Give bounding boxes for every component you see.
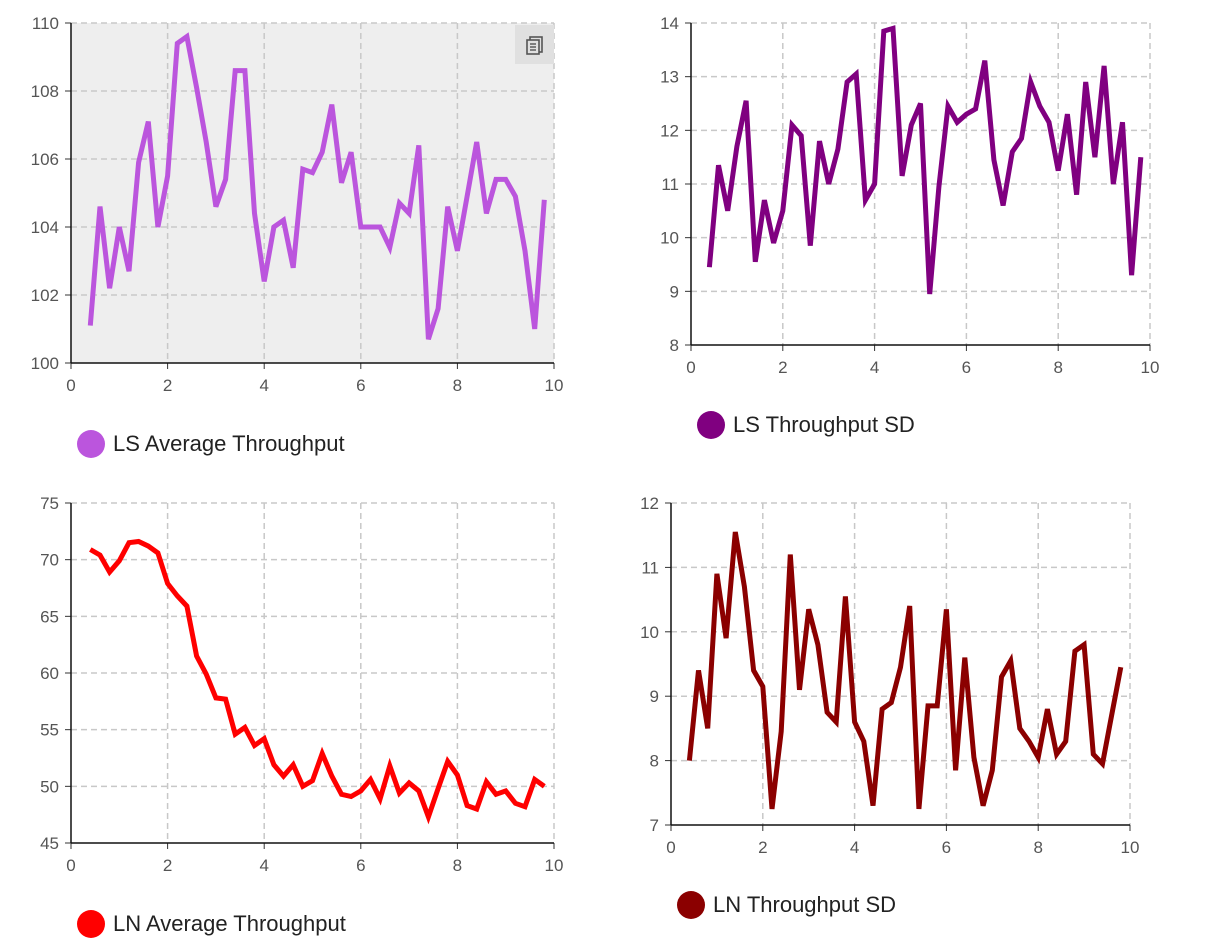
chart-1: 0 2 4 6 8 10 8 9 10 11 12 13 14 bbox=[660, 14, 1159, 377]
x-tick-label: 2 bbox=[163, 376, 172, 395]
legend-ln-sd[interactable]: LN Throughput SD bbox=[677, 891, 896, 919]
y-tick-label: 9 bbox=[670, 282, 679, 301]
y-tick-label: 110 bbox=[32, 14, 59, 33]
legend-label: LS Throughput SD bbox=[733, 412, 915, 437]
series-line bbox=[87, 32, 547, 340]
x-tick-label: 2 bbox=[778, 358, 787, 377]
x-tick-label: 6 bbox=[356, 856, 365, 875]
y-tick-label: 75 bbox=[40, 494, 59, 513]
x-tick-label: 10 bbox=[545, 856, 564, 875]
x-tick-label: 8 bbox=[453, 376, 462, 395]
series-line bbox=[706, 25, 1144, 295]
y-tick-label: 8 bbox=[650, 752, 659, 771]
legend-marker bbox=[77, 910, 105, 938]
legend-label: LN Throughput SD bbox=[713, 892, 897, 917]
y-tick-label: 12 bbox=[640, 494, 659, 513]
y-tick-label: 12 bbox=[660, 121, 679, 140]
legend-ln-average[interactable]: LN Average Throughput bbox=[77, 910, 346, 938]
legend-ls-sd[interactable]: LS Throughput SD bbox=[697, 411, 915, 439]
y-tick-label: 106 bbox=[31, 150, 59, 169]
x-tick-label: 4 bbox=[870, 358, 879, 377]
y-tick-label: 65 bbox=[40, 607, 59, 626]
y-tick-label: 8 bbox=[670, 336, 679, 355]
y-tick-label: 14 bbox=[660, 14, 679, 33]
y-tick-label: 104 bbox=[31, 218, 59, 237]
y-tick-label: 10 bbox=[660, 229, 679, 248]
x-tick-label: 0 bbox=[66, 376, 75, 395]
x-tick-label: 6 bbox=[356, 376, 365, 395]
x-tick-label: 0 bbox=[686, 358, 695, 377]
y-tick-label: 108 bbox=[31, 82, 59, 101]
y-tick-label: 9 bbox=[650, 687, 659, 706]
y-tick-label: 70 bbox=[40, 551, 59, 570]
x-tick-label: 2 bbox=[758, 838, 767, 857]
x-tick-label: 10 bbox=[1141, 358, 1160, 377]
chart-3: 0 2 4 6 8 10 7 8 9 10 11 12 bbox=[640, 494, 1139, 857]
legend-label: LN Average Throughput bbox=[113, 911, 346, 936]
legend-marker bbox=[77, 430, 105, 458]
x-tick-label: 10 bbox=[1121, 838, 1140, 857]
plot-background bbox=[71, 23, 554, 363]
legend-label: LS Average Throughput bbox=[113, 431, 345, 456]
x-tick-label: 10 bbox=[545, 376, 564, 395]
x-tick-label: 2 bbox=[163, 856, 172, 875]
y-tick-label: 50 bbox=[40, 777, 59, 796]
x-tick-label: 6 bbox=[962, 358, 971, 377]
y-tick-label: 11 bbox=[661, 175, 679, 194]
y-tick-label: 11 bbox=[641, 558, 659, 577]
chart-2: 0 2 4 6 8 10 45 50 55 60 65 70 75 bbox=[40, 494, 563, 875]
x-tick-label: 0 bbox=[666, 838, 675, 857]
legend-marker bbox=[697, 411, 725, 439]
x-tick-label: 4 bbox=[259, 856, 268, 875]
x-tick-label: 4 bbox=[850, 838, 859, 857]
y-tick-label: 102 bbox=[31, 286, 59, 305]
series-line bbox=[89, 538, 546, 825]
y-tick-label: 60 bbox=[40, 664, 59, 683]
y-tick-label: 45 bbox=[40, 834, 59, 853]
legend-ls-average[interactable]: LS Average Throughput bbox=[77, 430, 345, 458]
y-tick-label: 10 bbox=[640, 623, 659, 642]
copy-icon bbox=[525, 35, 543, 55]
x-tick-label: 6 bbox=[942, 838, 951, 857]
series-line bbox=[686, 531, 1124, 810]
x-tick-label: 0 bbox=[66, 856, 75, 875]
y-tick-label: 55 bbox=[40, 721, 59, 740]
y-tick-label: 13 bbox=[660, 68, 679, 87]
x-tick-label: 4 bbox=[259, 376, 268, 395]
copy-button[interactable] bbox=[515, 25, 554, 64]
chart-0: 0 2 4 6 8 10 100 102 104 106 108 110 bbox=[31, 14, 564, 395]
x-tick-label: 8 bbox=[453, 856, 462, 875]
x-tick-label: 8 bbox=[1053, 358, 1062, 377]
y-tick-label: 100 bbox=[31, 354, 59, 373]
y-tick-label: 7 bbox=[650, 816, 659, 835]
legend-marker bbox=[677, 891, 705, 919]
x-tick-label: 8 bbox=[1033, 838, 1042, 857]
